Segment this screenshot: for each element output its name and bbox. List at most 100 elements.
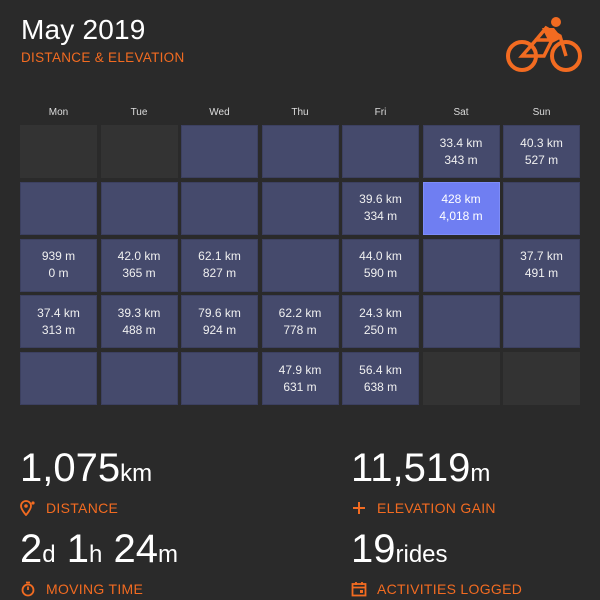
calendar-day-cell[interactable]	[20, 181, 97, 235]
calendar-day-cell[interactable]: 47.9 km 631 m	[261, 352, 339, 405]
calendar-day-cell[interactable]	[503, 181, 580, 235]
calendar-day-cell[interactable]	[422, 295, 500, 349]
calendar-day-cell[interactable]: 939 m 0 m	[20, 238, 97, 292]
calendar-day-cell[interactable]: 39.3 km 488 m	[100, 295, 178, 349]
day-elevation: 313 m	[41, 322, 76, 337]
day-distance: 33.4 km	[439, 135, 483, 150]
distance-label: DISTANCE	[46, 500, 119, 516]
elevation-stat: 11,519m ELEVATION GAIN	[351, 446, 496, 516]
calendar-day-cell[interactable]: 24.3 km 250 m	[342, 295, 419, 349]
cyclist-icon	[506, 17, 582, 72]
calendar-day-cell[interactable]	[181, 125, 258, 178]
calendar-day-cell[interactable]	[20, 352, 97, 405]
weekday-label: Thu	[291, 107, 309, 118]
calendar-day-cell[interactable]	[181, 352, 258, 405]
calendar-day-cell[interactable]	[503, 295, 580, 349]
moving-time-minutes: 24	[113, 527, 158, 571]
calendar-day-cell[interactable]	[422, 238, 500, 292]
day-elevation: 590 m	[363, 266, 398, 280]
day-elevation: 527 m	[524, 152, 559, 167]
weekday-label: Mon	[48, 107, 69, 118]
calendar-day-cell[interactable]: 62.1 km 827 m	[181, 238, 258, 292]
calendar-cell-outside-month	[20, 125, 97, 178]
distance-unit: km	[120, 460, 153, 487]
day-distance: 428 km	[441, 192, 481, 207]
map-pin-icon	[20, 500, 35, 516]
day-elevation: 631 m	[283, 379, 317, 394]
day-distance: 62.2 km	[278, 305, 322, 320]
day-elevation: 0 m	[48, 266, 69, 280]
day-distance: 44.0 km	[359, 249, 402, 263]
day-distance: 37.4 km	[37, 305, 80, 320]
day-distance: 42.0 km	[117, 249, 161, 263]
page-title: May 2019	[21, 14, 146, 45]
calendar-day-cell[interactable]: 62.2 km 778 m	[261, 295, 339, 349]
weekday-label: Sun	[532, 107, 551, 118]
calendar-day-cell[interactable]: 428 km 4,018 m	[422, 181, 500, 235]
activities-unit: rides	[395, 541, 448, 568]
calendar-day-cell[interactable]	[181, 181, 258, 235]
calendar-day-cell[interactable]: 44.0 km 590 m	[342, 238, 419, 292]
activities-stat: 19rides ACTIVITIES LOGGED	[351, 527, 522, 597]
calendar-day-cell[interactable]	[342, 125, 419, 178]
moving-time-days: 2	[20, 527, 43, 571]
plus-icon	[353, 502, 365, 514]
activities-value: 19	[351, 527, 396, 571]
calendar-day-cell[interactable]	[261, 125, 339, 178]
calendar-icon	[351, 582, 367, 597]
day-elevation: 924 m	[202, 322, 237, 337]
moving-time-hours-unit: h	[88, 541, 103, 568]
day-elevation: 365 m	[122, 266, 156, 280]
calendar-day-cell[interactable]: 79.6 km 924 m	[181, 295, 258, 349]
calendar-day-cell[interactable]: 37.7 km 491 m	[503, 238, 580, 292]
weekday-label: Fri	[374, 107, 387, 118]
elevation-value: 11,519	[351, 446, 471, 490]
day-distance: 47.9 km	[278, 362, 322, 377]
distance-value: 1,075	[20, 446, 121, 490]
day-elevation: 250 m	[363, 322, 398, 337]
calendar-cell-outside-month	[100, 125, 178, 178]
calendar-day-cell[interactable]: 40.3 km 527 m	[503, 125, 580, 178]
calendar-grid: 33.4 km 343 m 40.3 km 527 m 39.6 km 334 m 428 …	[20, 125, 580, 405]
day-distance: 939 m	[41, 249, 76, 263]
day-distance: 62.1 km	[198, 249, 241, 263]
day-distance: 24.3 km	[359, 305, 402, 320]
day-elevation: 827 m	[202, 266, 237, 280]
calendar-day-cell[interactable]	[261, 238, 339, 292]
day-distance: 37.7 km	[520, 249, 563, 263]
stopwatch-icon	[21, 581, 35, 597]
activities-label: ACTIVITIES LOGGED	[377, 581, 523, 597]
weekday-label: Sat	[453, 107, 469, 118]
elevation-label: ELEVATION GAIN	[377, 500, 496, 516]
elevation-unit: m	[470, 460, 491, 487]
moving-time-days-unit: d	[42, 541, 56, 568]
day-elevation: 334 m	[363, 209, 398, 224]
calendar-day-cell[interactable]: 56.4 km 638 m	[342, 352, 419, 405]
calendar-day-cell[interactable]: 42.0 km 365 m	[100, 238, 178, 292]
day-elevation: 343 m	[444, 152, 478, 167]
day-distance: 79.6 km	[198, 305, 241, 320]
calendar-day-cell[interactable]: 33.4 km 343 m	[422, 125, 500, 178]
day-elevation: 778 m	[283, 322, 317, 337]
calendar-day-cell[interactable]	[100, 181, 178, 235]
weekday-header: Mon Tue Wed Thu Fri Sat Sun	[20, 107, 580, 121]
day-elevation: 638 m	[363, 379, 398, 394]
weekday-label: Tue	[130, 107, 148, 118]
calendar-day-cell[interactable]: 37.4 km 313 m	[20, 295, 97, 349]
day-elevation: 488 m	[122, 322, 156, 337]
calendar-day-cell[interactable]	[261, 181, 339, 235]
calendar-day-cell[interactable]: 39.6 km 334 m	[342, 181, 419, 235]
calendar-day-cell[interactable]	[100, 352, 178, 405]
day-distance: 39.6 km	[359, 192, 402, 207]
page-subtitle: DISTANCE & ELEVATION	[21, 50, 185, 65]
day-distance: 56.4 km	[359, 362, 402, 377]
moving-time-label: MOVING TIME	[46, 581, 144, 597]
day-distance: 40.3 km	[520, 135, 563, 150]
distance-stat: 1,075km DISTANCE	[20, 446, 152, 516]
moving-time-hours: 1	[66, 527, 89, 571]
calendar-cell-outside-month	[422, 352, 500, 405]
day-elevation: 4,018 m	[439, 209, 483, 224]
day-elevation: 491 m	[524, 266, 559, 280]
moving-time-stat: 2d 1h 24m MOVING TIME	[20, 527, 178, 597]
day-distance: 39.3 km	[117, 305, 161, 320]
